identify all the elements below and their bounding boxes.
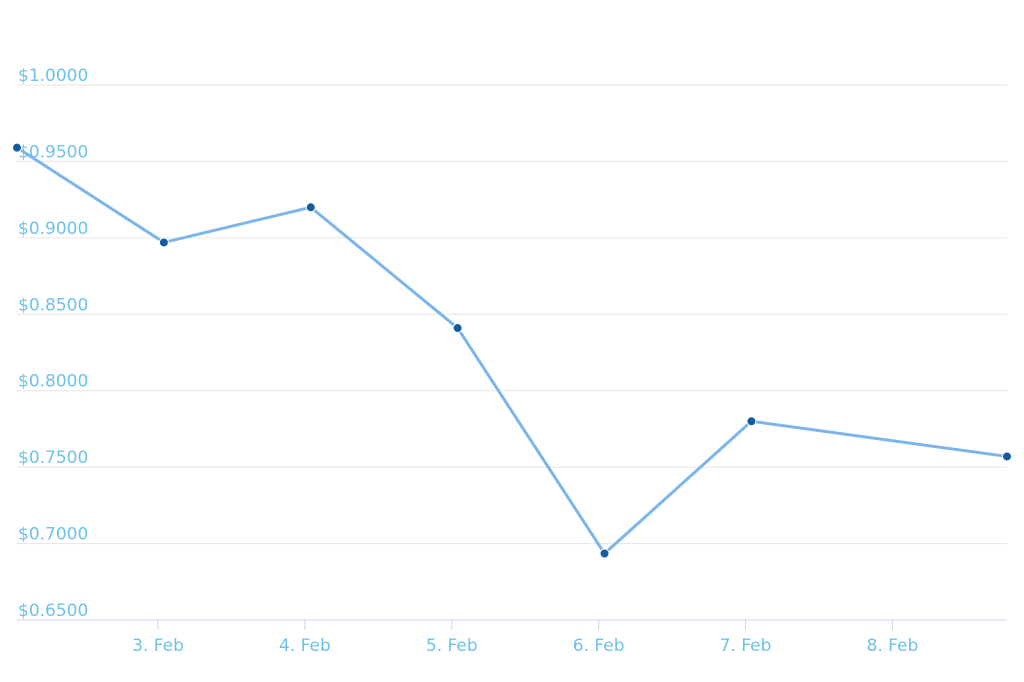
x-tick-label: 7. Feb (720, 636, 772, 656)
x-tick-label: 6. Feb (573, 636, 625, 656)
x-tick-label: 3. Feb (132, 636, 184, 656)
point (1002, 451, 1012, 462)
x-tick-label: 4. Feb (279, 636, 331, 656)
y-tick-label: $0.6500 (18, 601, 88, 621)
x-tick-label: 5. Feb (426, 636, 478, 656)
point (599, 548, 610, 559)
x-tick-label: 8. Feb (867, 636, 919, 656)
y-tick-label: $0.9500 (18, 142, 88, 162)
point (12, 142, 22, 153)
y-tick-label: $0.9000 (18, 219, 88, 239)
point (158, 237, 169, 248)
point (452, 323, 463, 334)
y-tick-label: $0.7000 (18, 525, 88, 545)
y-tick-label: $0.7500 (18, 448, 88, 468)
line (16, 146, 1008, 556)
y-tick-label: $0.8500 (18, 295, 88, 315)
point (305, 202, 316, 213)
y-tick-label: $0.8000 (18, 372, 88, 392)
y-tick-label: $1.0000 (18, 66, 88, 86)
point (746, 416, 757, 427)
